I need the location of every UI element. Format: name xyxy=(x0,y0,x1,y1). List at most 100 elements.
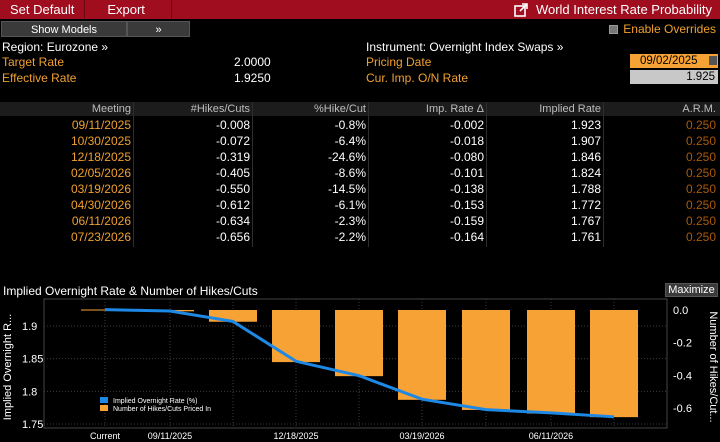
column-divider xyxy=(368,102,369,247)
right-axis-title: Number of Hikes/Cut... xyxy=(707,311,719,422)
x-tick-label: Current xyxy=(90,431,121,441)
meeting-date: 06/11/2026 xyxy=(71,214,131,228)
cur-imp-rate-label: Cur. Imp. O/N Rate xyxy=(366,71,469,85)
bar xyxy=(527,310,575,414)
x-tick-label: 03/19/2026 xyxy=(399,431,444,441)
implied-rate-value: 1.788 xyxy=(570,182,601,196)
instrument-selector[interactable]: Instrument: Overnight Index Swaps » xyxy=(366,40,564,54)
x-tick-label: 12/18/2025 xyxy=(273,431,318,441)
imp-rate-delta-value: -0.002 xyxy=(449,118,484,132)
x-tick-label: 06/11/2026 xyxy=(529,431,573,441)
column-divider xyxy=(133,102,134,247)
meeting-date: 07/23/2026 xyxy=(70,230,131,244)
col-hikes-cuts[interactable]: #Hikes/Cuts xyxy=(190,103,250,115)
calendar-icon[interactable] xyxy=(709,56,717,65)
expand-arrows-button[interactable]: » xyxy=(127,21,190,37)
pricing-date-field[interactable]: 09/02/2025 xyxy=(630,54,718,68)
right-tick-label: -0.4 xyxy=(673,370,692,382)
arm-value: 0.250 xyxy=(685,134,716,148)
left-tick-label: 1.8 xyxy=(22,386,37,398)
enable-overrides-toggle[interactable]: Enable Overrides xyxy=(609,22,716,36)
arm-value: 0.250 xyxy=(685,230,716,244)
cur-imp-rate-field[interactable]: 1.925 xyxy=(630,70,718,84)
target-rate-label: Target Rate xyxy=(2,55,65,69)
window-title-area: World Interest Rate Probability xyxy=(514,2,720,17)
legend-label-bar: Number of Hikes/Cuts Priced In xyxy=(113,406,211,413)
pct-hike-cut-value: -2.2% xyxy=(334,230,366,244)
right-tick-label: 0.0 xyxy=(673,305,688,317)
table-row[interactable]: 03/19/2026 -0.550 -14.5% -0.138 1.788 0.250 xyxy=(0,181,720,197)
pct-hike-cut-value: -6.1% xyxy=(334,198,366,212)
hikes-cuts-value: -0.634 xyxy=(215,214,250,228)
imp-rate-delta-value: -0.101 xyxy=(449,166,484,180)
col-implied-rate[interactable]: Implied Rate xyxy=(539,103,601,115)
menu-divider xyxy=(170,0,172,19)
meeting-date: 03/19/2026 xyxy=(70,182,131,196)
column-divider xyxy=(486,102,487,247)
implied-rate-line xyxy=(104,308,615,419)
table-header: Meeting #Hikes/Cuts %Hike/Cut Imp. Rate … xyxy=(0,102,720,116)
col-arm[interactable]: A.R.M. xyxy=(682,103,716,115)
pricing-date-value: 09/02/2025 xyxy=(640,55,698,67)
arm-value: 0.250 xyxy=(685,150,716,164)
enable-overrides-checkbox[interactable] xyxy=(609,24,619,34)
chart-title: Implied Overnight Rate & Number of Hikes… xyxy=(3,284,258,298)
legend-swatch-bar xyxy=(100,405,108,411)
pct-hike-cut-value: -2.3% xyxy=(334,214,366,228)
hikes-cuts-value: -0.656 xyxy=(215,230,250,244)
column-divider xyxy=(603,102,604,247)
col-imp-rate-delta[interactable]: Imp. Rate Δ xyxy=(425,103,484,115)
arm-value: 0.250 xyxy=(685,118,716,132)
hikes-cuts-value: -0.612 xyxy=(215,198,250,212)
right-tick-label: -0.2 xyxy=(673,338,692,350)
implied-rate-value: 1.846 xyxy=(570,150,601,164)
window-title: World Interest Rate Probability xyxy=(535,2,712,17)
col-pct-hike-cut[interactable]: %Hike/Cut xyxy=(314,103,366,115)
table-row[interactable]: 04/30/2026 -0.612 -6.1% -0.153 1.772 0.250 xyxy=(0,197,720,213)
pct-hike-cut-value: -8.6% xyxy=(334,166,366,180)
meeting-date: 12/18/2025 xyxy=(70,150,131,164)
table-row[interactable]: 10/30/2025 -0.072 -6.4% -0.018 1.907 0.250 xyxy=(0,133,720,149)
imp-rate-delta-value: -0.138 xyxy=(449,182,484,196)
maximize-button[interactable]: Maximize xyxy=(665,283,718,297)
meeting-date: 02/05/2026 xyxy=(70,166,131,180)
implied-rate-value: 1.824 xyxy=(570,166,601,180)
table-row[interactable]: 02/05/2026 -0.405 -8.6% -0.101 1.824 0.250 xyxy=(0,165,720,181)
col-meeting[interactable]: Meeting xyxy=(91,103,131,115)
table-row[interactable]: 09/11/2025 -0.008 -0.8% -0.002 1.923 0.250 xyxy=(0,117,720,133)
menu-divider xyxy=(84,0,86,19)
effective-rate-label: Effective Rate xyxy=(2,71,77,85)
pricing-date-label: Pricing Date xyxy=(366,55,432,69)
rate-chart: 1.9 1.85 1.8 1.75 0.0 -0.2 -0.4 -0.6 Current 09/1… xyxy=(2,298,719,441)
external-link-icon[interactable] xyxy=(514,2,528,17)
effective-rate-value: 1.9250 xyxy=(234,71,271,85)
show-models-button[interactable]: Show Models xyxy=(1,21,127,37)
set-default-button[interactable]: Set Default xyxy=(10,2,75,17)
export-button[interactable]: Export xyxy=(107,2,145,17)
imp-rate-delta-value: -0.164 xyxy=(449,230,484,244)
left-tick-label: 1.75 xyxy=(22,419,43,431)
enable-overrides-label: Enable Overrides xyxy=(623,22,716,36)
pct-hike-cut-value: -24.6% xyxy=(327,150,366,164)
bar xyxy=(462,310,510,410)
arm-value: 0.250 xyxy=(685,166,716,180)
target-rate-value: 2.0000 xyxy=(234,55,271,69)
pct-hike-cut-value: -6.4% xyxy=(334,134,366,148)
imp-rate-delta-value: -0.159 xyxy=(449,214,484,228)
bar xyxy=(590,310,638,418)
hikes-cuts-value: -0.405 xyxy=(215,166,250,180)
meeting-date: 09/11/2025 xyxy=(71,118,131,132)
x-tick-label: 09/11/2025 xyxy=(148,431,192,441)
imp-rate-delta-value: -0.018 xyxy=(449,134,484,148)
region-selector[interactable]: Region: Eurozone » xyxy=(2,40,109,54)
table-row[interactable]: 12/18/2025 -0.319 -24.6% -0.080 1.846 0.250 xyxy=(0,149,720,165)
bar xyxy=(398,310,446,400)
table-row[interactable]: 07/23/2026 -0.656 -2.2% -0.164 1.761 0.250 xyxy=(0,229,720,245)
arm-value: 0.250 xyxy=(685,198,716,212)
table-row[interactable]: 06/11/2026 -0.634 -2.3% -0.159 1.767 0.250 xyxy=(0,213,720,229)
implied-rate-value: 1.761 xyxy=(570,230,601,244)
imp-rate-delta-value: -0.153 xyxy=(449,198,484,212)
bar xyxy=(335,310,383,377)
column-divider xyxy=(252,102,253,247)
bar xyxy=(209,310,257,322)
